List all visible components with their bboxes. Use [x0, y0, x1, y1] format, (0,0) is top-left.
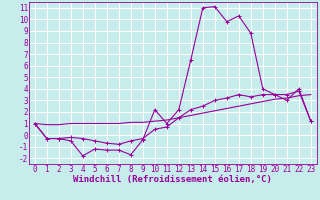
X-axis label: Windchill (Refroidissement éolien,°C): Windchill (Refroidissement éolien,°C) [73, 175, 272, 184]
